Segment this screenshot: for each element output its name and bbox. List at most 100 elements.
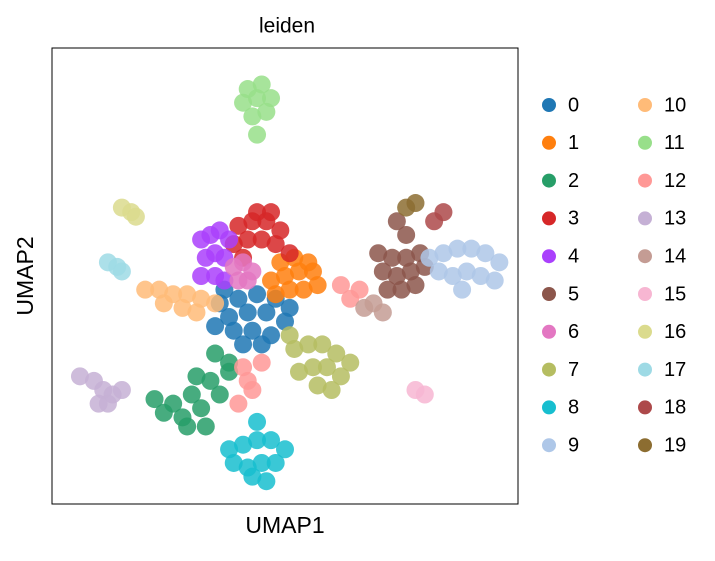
legend-label: 19 [664,434,686,456]
point [248,431,267,450]
point [289,362,308,381]
point [313,335,332,354]
point [262,431,281,450]
point [406,276,425,295]
legend-marker [542,438,556,453]
legend-label: 9 [568,434,579,456]
point [448,239,467,258]
point [206,294,225,313]
point [248,285,267,304]
legend-label: 16 [664,321,686,343]
point [243,467,262,486]
point [150,280,169,299]
legend-label: 12 [664,170,686,192]
point [378,280,397,299]
point [392,280,411,299]
point [229,271,248,290]
point [182,385,201,404]
legend-label: 10 [664,94,686,116]
legend-label: 7 [568,359,579,381]
point [401,262,420,281]
legend-marker [638,400,652,415]
point [178,417,197,436]
point [299,335,318,354]
legend-label: 18 [664,397,686,419]
point [248,203,267,222]
point [276,440,294,459]
point [234,358,253,377]
point [243,381,262,399]
point [490,253,509,272]
point [341,289,360,308]
point [215,271,234,290]
point [415,385,434,404]
point [373,303,392,322]
legend-label: 3 [568,208,579,230]
point [471,267,490,285]
point [280,326,299,345]
legend-marker [542,400,556,415]
point [187,367,206,386]
point [257,472,276,491]
point [220,440,239,459]
point [280,244,299,263]
point [266,285,285,304]
point [238,303,257,322]
point [210,385,229,404]
point [192,399,211,418]
legend-label: 14 [664,245,686,267]
legend-marker [638,211,652,226]
point [238,80,257,99]
point [257,303,276,322]
legend-marker [542,324,556,339]
point [317,358,336,377]
point [387,267,406,285]
chart-title: leiden [259,15,315,38]
x-axis-label: UMAP1 [245,512,324,538]
points [70,75,509,491]
point [243,321,262,340]
point [234,435,253,454]
legend-marker [638,173,652,188]
legend-marker [542,173,556,188]
point [308,376,327,395]
point [331,276,350,295]
point [252,353,271,372]
point [192,267,211,285]
point [220,362,239,381]
legend-marker [638,135,652,150]
point [383,248,402,267]
legend-label: 8 [568,397,579,419]
point [220,230,239,249]
point [266,453,285,472]
legend-marker [638,438,652,453]
point [276,312,294,331]
point [252,453,271,472]
point [276,267,294,285]
point [327,344,346,363]
point [266,235,285,254]
point [145,390,164,409]
plot-frame [51,47,519,505]
point [252,230,271,249]
legend-label: 0 [568,94,579,116]
point [252,335,271,354]
point [397,225,416,244]
point [373,262,392,281]
point [126,207,145,226]
legend-marker [542,211,556,226]
legend-marker [542,249,556,264]
point [229,216,248,235]
legend-marker [638,324,652,339]
point [429,262,448,281]
legend-marker [638,98,652,112]
legend-label: 4 [568,245,579,267]
point [234,93,253,112]
legend-label: 11 [664,132,685,154]
point [294,280,313,299]
point [308,276,327,295]
point [173,298,192,317]
point [280,280,299,299]
point [387,212,406,231]
